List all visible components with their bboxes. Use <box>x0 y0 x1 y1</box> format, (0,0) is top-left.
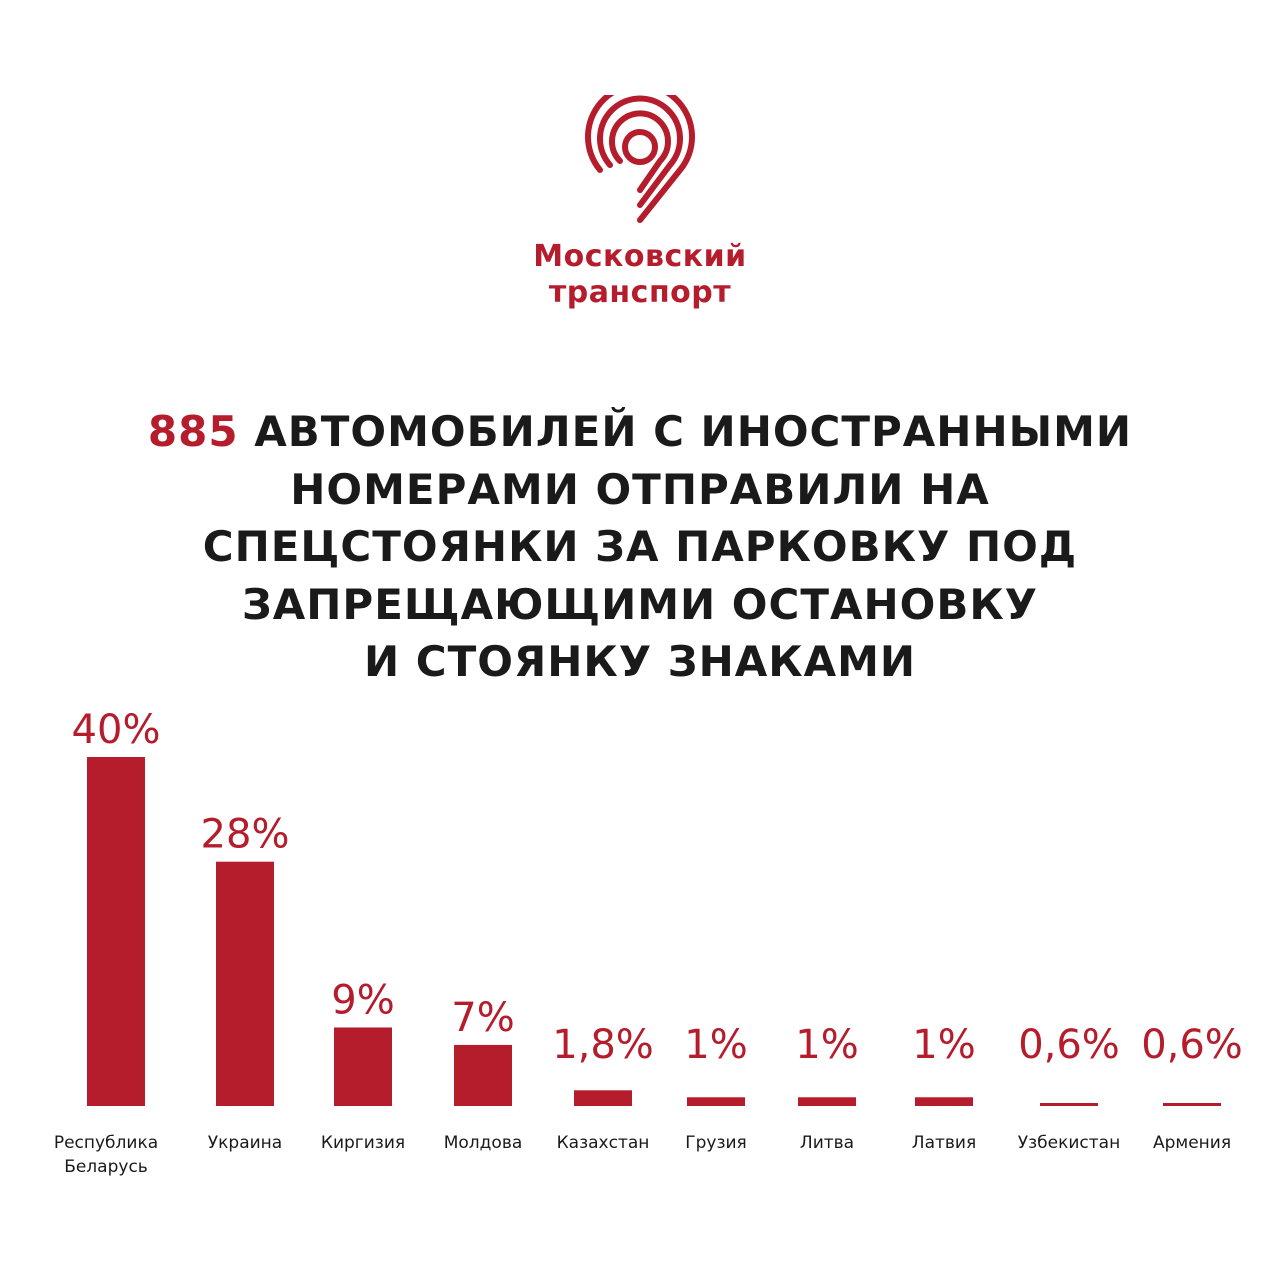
headline-line-5: И СТОЯНКУ ЗНАКАМИ <box>363 637 917 686</box>
headline-line-2: НОМЕРАМИ ОТПРАВИЛИ НА <box>290 464 990 514</box>
category-label-0: Республика Беларусь <box>54 1133 158 1177</box>
bar-9 <box>1163 1103 1221 1106</box>
category-label-5: Грузия <box>685 1133 747 1153</box>
value-label-6: 1% <box>795 1022 858 1068</box>
category-label-9: Армения <box>1153 1133 1231 1153</box>
headline-line-3: СПЕЦСТОЯНКИ ЗА ПАРКОВКУ ПОД <box>202 522 1078 571</box>
bar-5 <box>687 1097 745 1106</box>
brand-name-line2: транспорт <box>548 275 732 310</box>
category-label-2: Киргизия <box>321 1133 405 1153</box>
bar-8 <box>1040 1103 1098 1106</box>
value-label-8: 0,6% <box>1018 1022 1120 1068</box>
headline-line-1-text: АВТОМОБИЛЕЙ С ИНОСТРАННЫМИ <box>254 407 1133 456</box>
category-label-1: Украина <box>208 1133 282 1153</box>
category-label-8: Узбекистан <box>1018 1133 1120 1153</box>
value-label-4: 1,8% <box>552 1022 654 1068</box>
bar-7 <box>915 1097 973 1106</box>
bar-1 <box>216 861 274 1106</box>
value-label-7: 1% <box>912 1022 975 1068</box>
headline-line-4: ЗАПРЕЩАЮЩИМИ ОСТАНОВКУ <box>241 579 1039 629</box>
bar-2 <box>334 1027 392 1106</box>
logo: Московский транспорт <box>0 95 1280 311</box>
value-label-1: 28% <box>201 812 290 858</box>
value-label-5: 1% <box>684 1022 747 1068</box>
bar-0 <box>87 757 145 1106</box>
bar-4 <box>574 1090 632 1106</box>
category-label-7: Латвия <box>912 1133 976 1153</box>
bar-3 <box>454 1044 512 1106</box>
moscow-transport-logo-icon <box>585 95 695 223</box>
bar-chart: 40% Республика Беларусь 28% Украина 9% Киргизи… <box>54 707 1243 1177</box>
value-label-9: 0,6% <box>1141 1022 1243 1068</box>
brand-name-line1: Московский <box>533 239 747 274</box>
bar-6 <box>798 1097 856 1106</box>
category-label-4: Казахстан <box>557 1133 650 1153</box>
category-label-3: Молдова <box>444 1133 523 1153</box>
value-label-2: 9% <box>331 977 394 1023</box>
headline: 885 АВТОМОБИЛЕЙ С ИНОСТРАННЫМИ НОМЕРАМИ … <box>0 403 1280 691</box>
value-label-0: 40% <box>72 707 161 753</box>
category-label-6: Литва <box>800 1133 854 1153</box>
headline-number: 885 <box>147 407 239 456</box>
brand-name: Московский транспорт <box>0 239 1280 311</box>
headline-line-1: 885 АВТОМОБИЛЕЙ С ИНОСТРАННЫМИ <box>0 403 1280 461</box>
value-label-3: 7% <box>451 995 514 1041</box>
